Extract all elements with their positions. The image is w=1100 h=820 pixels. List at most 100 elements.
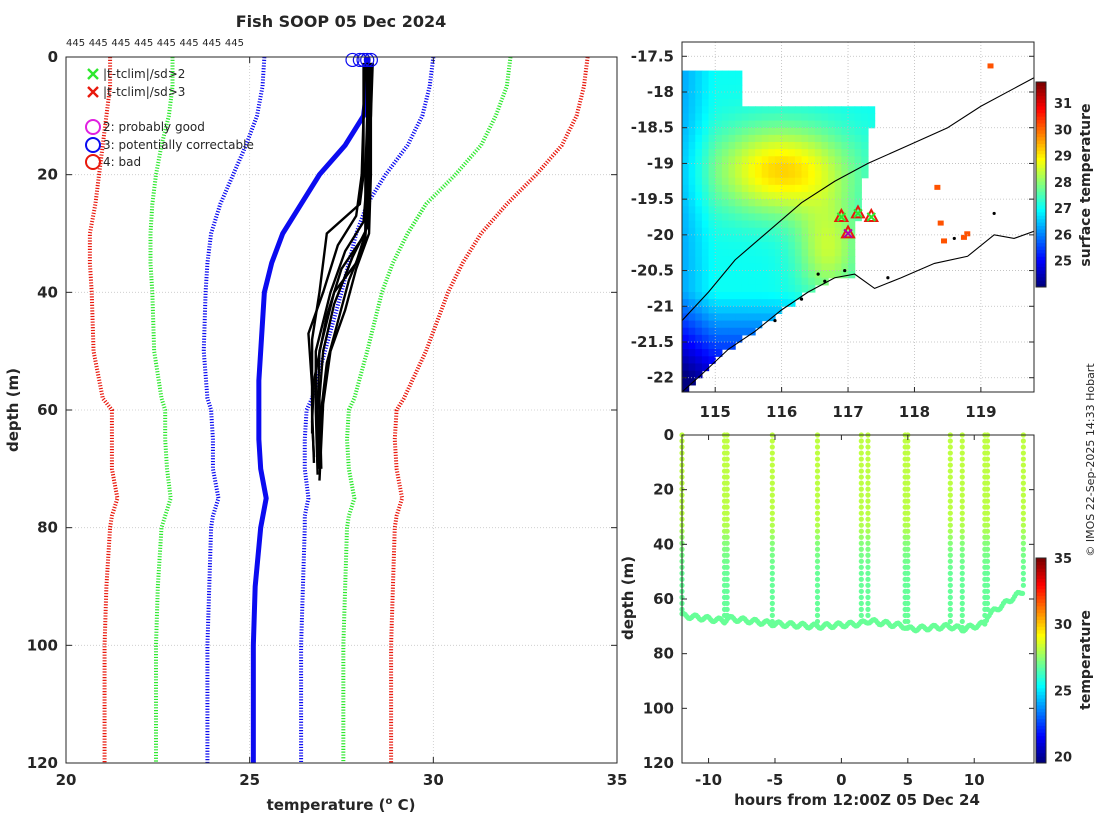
- sst-cell: [774, 234, 783, 243]
- sst-cell: [721, 163, 730, 172]
- sst-colorbar-segment: [1036, 208, 1046, 213]
- sst-cell: [701, 134, 710, 143]
- depth-time-point: [724, 498, 730, 504]
- depth-time-point: [947, 600, 953, 606]
- sst-cell: [848, 156, 856, 165]
- coast-dot: [843, 268, 847, 273]
- sst-cell: [708, 220, 716, 229]
- sst-cell: [688, 92, 696, 100]
- credit: © IMOS 22-Sep-2025 14:33 Hobart: [1084, 363, 1097, 557]
- temperature-colorbar-segment: [1036, 581, 1046, 586]
- depth-time-point: [769, 486, 775, 492]
- sst-cell: [701, 206, 710, 215]
- sst-cell: [728, 184, 736, 193]
- sst-cell: [761, 134, 769, 143]
- sst-cell: [828, 106, 836, 115]
- depth-time-point: [1020, 498, 1026, 504]
- sst-cell: [821, 206, 829, 215]
- depth-time-point: [724, 462, 730, 468]
- temperature-colorbar-segment: [1036, 633, 1046, 638]
- sst-cell: [774, 120, 783, 129]
- profile-lines: [87, 52, 590, 763]
- depth-time-point: [814, 462, 821, 468]
- sst-colorbar-segment: [1036, 170, 1046, 175]
- sst-cell: [701, 342, 710, 350]
- sst-cell: [708, 106, 716, 115]
- depth-time-point: [959, 570, 965, 576]
- temperature-colorbar-segment: [1036, 728, 1046, 733]
- sst-cell: [814, 213, 823, 222]
- track-triangle: [840, 224, 856, 239]
- sst-cell: [821, 220, 829, 229]
- depth-time-point: [984, 570, 991, 576]
- sst-cell: [801, 263, 809, 272]
- track-triangle: [850, 204, 866, 219]
- legend-x-marker: [87, 68, 99, 80]
- sst-cell: [682, 349, 690, 357]
- sst-cell: [761, 192, 769, 200]
- sst-cell: [735, 306, 743, 315]
- depth-time-point: [814, 510, 821, 516]
- sst-cell: [781, 234, 789, 243]
- depth-time-point: [959, 618, 965, 625]
- depth-time-xtick-label: 10: [964, 771, 985, 789]
- sst-cell: [735, 220, 743, 229]
- sst-cell: [748, 142, 756, 150]
- sst-cell: [748, 220, 756, 229]
- sst-cell: [808, 249, 816, 257]
- sst-cell: [728, 106, 736, 115]
- sst-cell: [774, 249, 783, 257]
- sst-cell: [821, 106, 829, 115]
- sst-cell: [735, 149, 743, 157]
- sst-cell: [695, 120, 703, 129]
- clim-bound-blue: [201, 56, 267, 763]
- sst-cell: [682, 306, 690, 315]
- sst-cell: [741, 234, 750, 243]
- sst-cell: [781, 292, 789, 300]
- sst-cell: [781, 127, 789, 136]
- depth-time-point: [724, 582, 730, 588]
- sst-cell: [761, 106, 769, 115]
- sst-colorbar-segment: [1036, 177, 1046, 182]
- sst-colorbar-tick: 28: [1054, 176, 1072, 191]
- depth-time-point: [865, 480, 871, 486]
- depth-time-point: [865, 558, 871, 564]
- sst-cell: [794, 142, 803, 150]
- sst-cell: [715, 156, 723, 165]
- depth-time-point: [769, 534, 775, 540]
- sst-cell: [708, 170, 716, 179]
- sst-cell: [934, 184, 941, 190]
- sst-cell: [788, 277, 796, 286]
- sst-cell: [755, 192, 763, 200]
- map-xtick-label: 116: [766, 403, 797, 421]
- sst-cell: [728, 170, 736, 179]
- sst-cell: [695, 356, 703, 365]
- sst-cell: [768, 306, 776, 315]
- sst-cell: [781, 106, 789, 115]
- sst-cell: [781, 149, 789, 157]
- sst-cell: [728, 320, 736, 329]
- sst-cell: [715, 334, 723, 343]
- temperature-colorbar-tick: 20: [1054, 750, 1072, 765]
- sst-colorbar-tick: 30: [1054, 123, 1072, 138]
- sst-cell: [715, 284, 723, 293]
- sst-cell: [688, 106, 696, 115]
- depth-time-point: [858, 456, 864, 462]
- sst-cell: [708, 263, 716, 272]
- sst-cell: [748, 320, 756, 329]
- profile-ytick-label: 120: [27, 754, 58, 772]
- top-count: 445: [202, 38, 221, 49]
- sst-cell: [841, 142, 849, 150]
- sst-cell: [768, 113, 776, 122]
- depth-time-point: [858, 546, 864, 552]
- sst-cell: [861, 156, 869, 165]
- sst-colorbar-segment: [1036, 259, 1046, 264]
- depth-time-point: [858, 558, 864, 564]
- sst-cell: [695, 327, 703, 336]
- depth-time-point: [1020, 546, 1026, 552]
- sst-cell: [741, 177, 750, 186]
- depth-time-point: [724, 480, 730, 486]
- depth-time-point: [1020, 492, 1026, 498]
- depth-time-point: [959, 606, 965, 612]
- sst-cell: [761, 127, 769, 136]
